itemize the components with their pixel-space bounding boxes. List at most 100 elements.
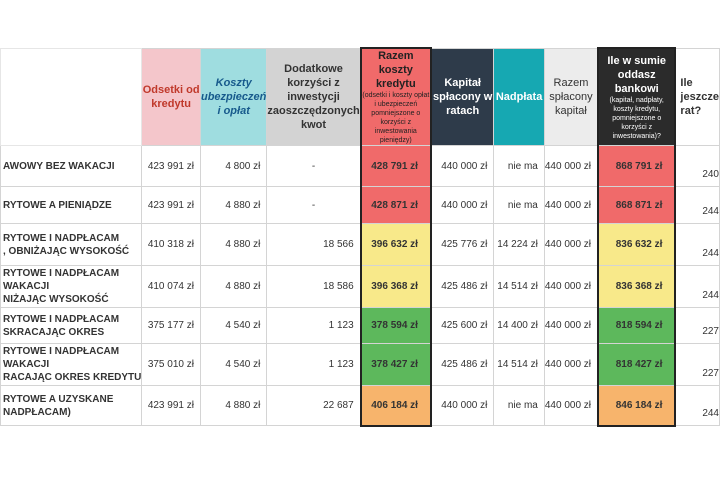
row-label: RYTOWE A UZYSKANE NADPŁACAM) — [0, 385, 143, 426]
raty-cell: 244 — [674, 223, 720, 266]
kapital-cell: 425 776 zł — [430, 223, 495, 266]
header-suma: Ile w sumie oddasz bankowi (kapitał, nad… — [597, 47, 677, 146]
header-kapital: Kapitał spłacony w ratach — [430, 47, 495, 146]
header-koszty-text: Koszty ubezpieczeń i opłat — [200, 76, 267, 117]
row-label-line: RYTOWE I NADPŁACAM — [3, 313, 120, 325]
row-label-line: WAKACJI — [3, 359, 50, 370]
suma-cell: 836 632 zł — [597, 223, 677, 266]
korzysci-cell: 22 687 — [266, 385, 362, 426]
header-razem: Razem koszty kredytu (odsetki i koszty o… — [359, 47, 432, 146]
splacony-cell: 440 000 zł — [543, 307, 599, 344]
suma-cell: 868 871 zł — [597, 186, 677, 224]
koszty-cell: 4 880 zł — [199, 186, 268, 224]
row-label-line: , OBNIŻAJĄC WYSOKOŚĆ — [3, 245, 130, 257]
header-label-column — [0, 47, 143, 146]
header-kapital-text: Kapitał spłacony w ratach — [433, 76, 493, 117]
nadplata-cell: 14 514 zł — [493, 265, 545, 308]
korzysci-cell: 1 123 — [266, 307, 362, 344]
kapital-cell: 440 000 zł — [430, 186, 495, 224]
raty-cell: 227 — [674, 307, 720, 344]
nadplata-cell: nie ma — [493, 186, 545, 224]
razem-cell: 378 427 zł — [359, 343, 432, 386]
row-label-line: WAKACJI — [3, 281, 50, 292]
table-row: RYTOWE I NADPŁACAM SKRACAJĄC OKRES 375 177… — [0, 307, 720, 344]
header-korzysci-text: Dodatkowe korzyści z inwestycji zaoszczę… — [267, 62, 360, 131]
row-label: RYTOWE I NADPŁACAM, OBNIŻAJĄC WYSOKOŚĆ — [0, 223, 143, 266]
row-label-line: AWOWY BEZ WAKACJI — [3, 160, 115, 172]
kapital-cell: 425 600 zł — [430, 307, 495, 344]
raty-cell: 244 — [674, 265, 720, 308]
kapital-cell: 425 486 zł — [430, 265, 495, 308]
header-suma-text: Ile w sumie oddasz bankowi — [607, 54, 667, 95]
odsetki-cell: 423 991 zł — [141, 186, 201, 224]
header-row: Odsetki od kredytu Koszty ubezpieczeń i … — [0, 47, 720, 146]
raty-cell: 240 — [674, 145, 720, 187]
row-label-line: RACAJĄC OKRES KREDYTU — [3, 372, 142, 383]
table-row: RYTOWE I NADPŁACAM WAKACJI NIŻAJĄC WYSOKOŚ… — [0, 265, 720, 308]
header-splacony: Razem spłacony kapitał — [543, 47, 599, 146]
comparison-table: Odsetki od kredytu Koszty ubezpieczeń i … — [0, 47, 720, 427]
razem-cell: 428 871 zł — [359, 186, 432, 224]
splacony-cell: 440 000 zł — [543, 145, 599, 187]
suma-cell: 836 368 zł — [597, 265, 677, 308]
suma-cell: 846 184 zł — [597, 385, 677, 427]
suma-cell: 818 594 zł — [597, 307, 677, 344]
koszty-cell: 4 540 zł — [199, 343, 268, 386]
razem-cell: 396 368 zł — [359, 265, 432, 308]
nadplata-cell: nie ma — [493, 385, 545, 426]
splacony-cell: 440 000 zł — [543, 186, 599, 224]
row-label-line: SKRACAJĄC OKRES — [3, 326, 105, 338]
row-label: RYTOWE I NADPŁACAM WAKACJI RACAJĄC OKRES K… — [0, 343, 143, 386]
suma-cell: 868 791 zł — [597, 145, 677, 187]
row-label-line: RYTOWE A UZYSKANE — [3, 393, 114, 405]
header-odsetki: Odsetki od kredytu — [141, 47, 201, 146]
header-korzysci: Dodatkowe korzyści z inwestycji zaoszczę… — [266, 47, 362, 146]
kapital-cell: 440 000 zł — [430, 145, 495, 187]
row-label: RYTOWE I NADPŁACAM WAKACJI NIŻAJĄC WYSOKOŚ… — [0, 265, 143, 308]
table-row: RYTOWE A PIENIĄDZE 423 991 zł 4 880 zł -428… — [0, 186, 720, 224]
row-label-line: NADPŁACAM) — [3, 406, 71, 418]
koszty-cell: 4 800 zł — [199, 145, 268, 187]
splacony-cell: 440 000 zł — [543, 223, 599, 266]
row-label: RYTOWE I NADPŁACAM SKRACAJĄC OKRES — [0, 307, 143, 344]
odsetki-cell: 410 074 zł — [141, 265, 201, 308]
table-row: RYTOWE I NADPŁACAM WAKACJI RACAJĄC OKRES K… — [0, 343, 720, 386]
header-nadplata: Nadpłata — [493, 47, 545, 146]
razem-cell: 428 791 zł — [359, 145, 432, 187]
row-label: AWOWY BEZ WAKACJI — [0, 145, 143, 187]
odsetki-cell: 410 318 zł — [141, 223, 201, 266]
header-splacony-text: Razem spłacony kapitał — [549, 76, 593, 117]
header-odsetki-text: Odsetki od kredytu — [142, 83, 200, 110]
odsetki-cell: 423 991 zł — [141, 385, 201, 426]
odsetki-cell: 375 010 zł — [141, 343, 201, 386]
odsetki-cell: 423 991 zł — [141, 145, 201, 187]
row-label-line: RYTOWE I NADPŁACAM — [3, 232, 120, 244]
razem-cell: 406 184 zł — [359, 385, 432, 427]
odsetki-cell: 375 177 zł — [141, 307, 201, 344]
razem-cell: 396 632 zł — [359, 223, 432, 266]
table-row: AWOWY BEZ WAKACJI 423 991 zł 4 800 zł -428 … — [0, 145, 720, 187]
koszty-cell: 4 880 zł — [199, 265, 268, 308]
kapital-cell: 425 486 zł — [430, 343, 495, 386]
table-row: RYTOWE I NADPŁACAM, OBNIŻAJĄC WYSOKOŚĆ 41… — [0, 223, 720, 266]
korzysci-cell: - — [266, 186, 362, 224]
row-label: RYTOWE A PIENIĄDZE — [0, 186, 143, 224]
raty-cell: 244 — [674, 385, 720, 426]
table-body: AWOWY BEZ WAKACJI 423 991 zł 4 800 zł -428 … — [0, 145, 720, 427]
raty-cell: 244 — [674, 186, 720, 224]
koszty-cell: 4 880 zł — [199, 385, 268, 426]
koszty-cell: 4 540 zł — [199, 307, 268, 344]
row-label-line: RYTOWE I NADPŁACAM — [3, 346, 120, 357]
header-koszty: Koszty ubezpieczeń i opłat — [199, 47, 268, 146]
korzysci-cell: 18 566 — [266, 223, 362, 266]
razem-cell: 378 594 zł — [359, 307, 432, 344]
korzysci-cell: 1 123 — [266, 343, 362, 386]
korzysci-cell: 18 586 — [266, 265, 362, 308]
header-razem-text: Razem koszty kredytu — [375, 50, 416, 90]
splacony-cell: 440 000 zł — [543, 265, 599, 308]
header-raty-text: Ile jeszcze rat? — [680, 76, 719, 117]
header-razem-subtext: (odsetki i koszty opłat i ubezpieczeń po… — [362, 92, 430, 144]
row-label-line: RYTOWE A PIENIĄDZE — [3, 199, 112, 211]
header-raty: Ile jeszcze rat? — [674, 47, 720, 146]
nadplata-cell: 14 400 zł — [493, 307, 545, 344]
